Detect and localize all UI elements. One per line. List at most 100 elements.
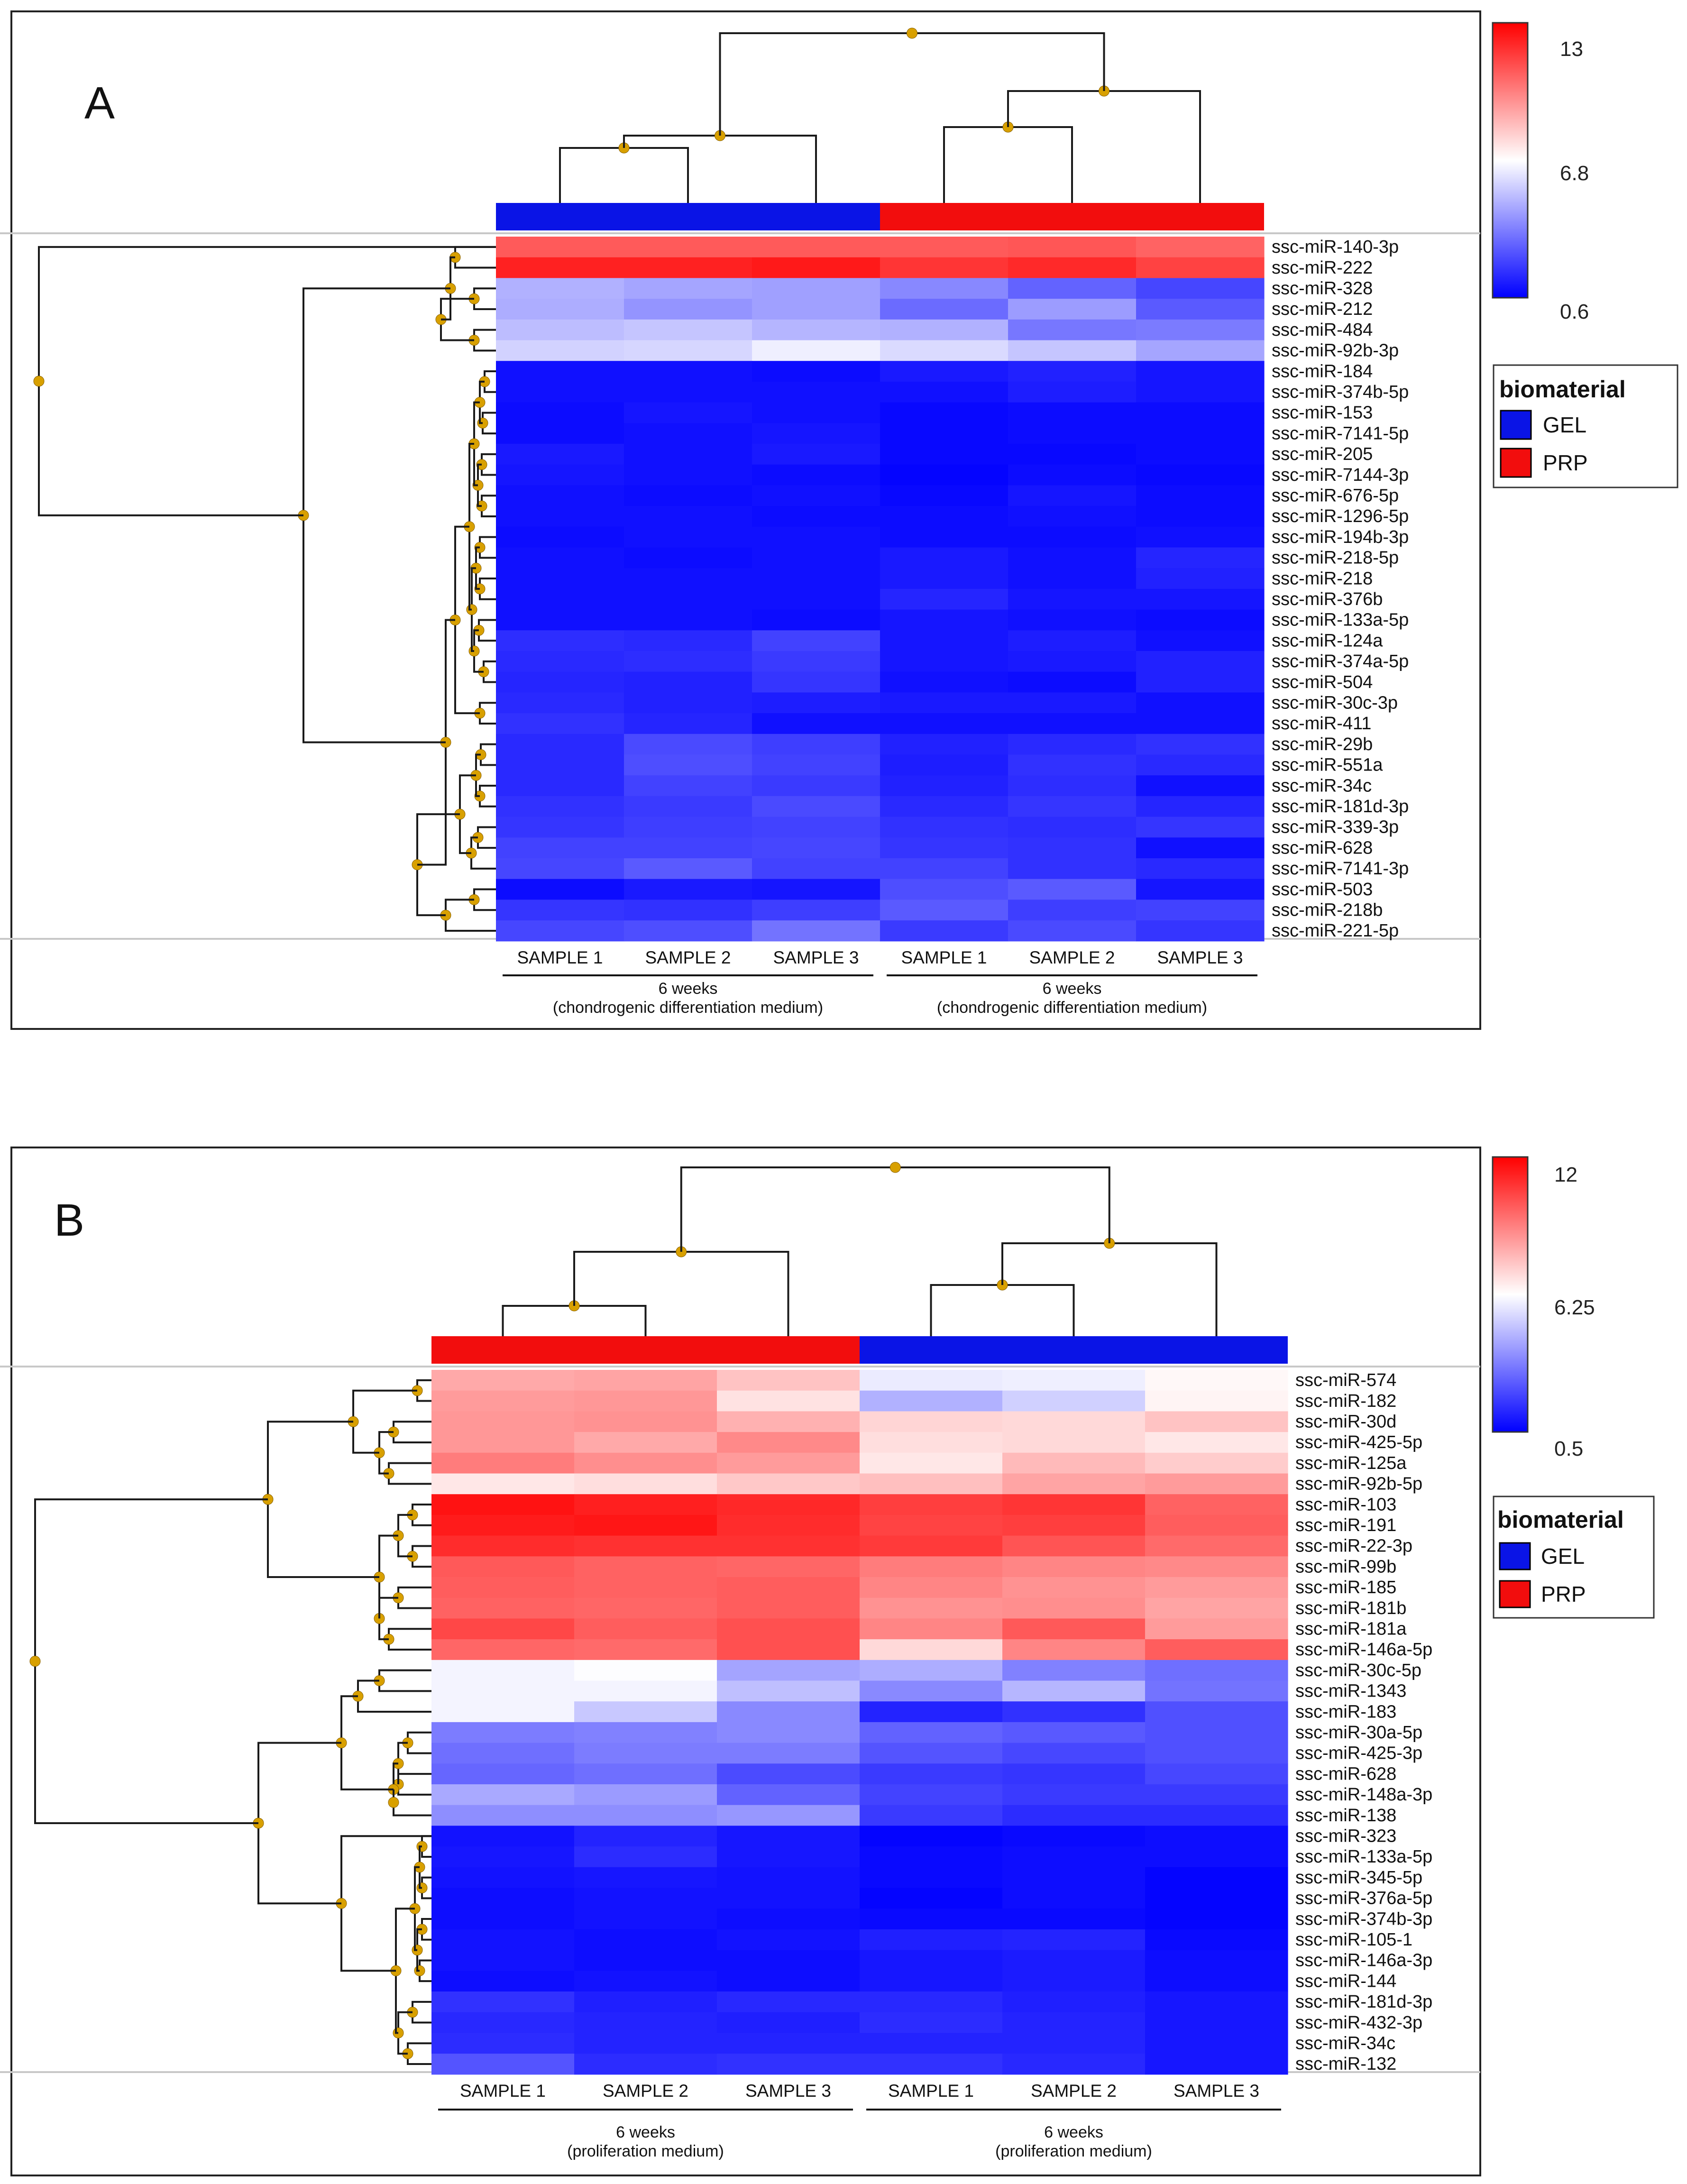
heatmap-cell bbox=[1145, 1826, 1288, 1847]
heatmap-cell bbox=[752, 361, 880, 382]
heatmap-cell bbox=[431, 1535, 575, 1557]
heatmap-cell bbox=[574, 1639, 717, 1661]
heatmap-cell bbox=[752, 588, 880, 610]
row-label: ssc-miR-218-5p bbox=[1272, 548, 1399, 568]
heatmap-cell bbox=[1145, 2012, 1288, 2033]
heatmap-cell bbox=[574, 1618, 717, 1640]
heatmap-cell bbox=[860, 2054, 1003, 2075]
heatmap-cell bbox=[624, 299, 752, 320]
heatmap-cell bbox=[1145, 1535, 1288, 1557]
heatmap-cell bbox=[574, 1411, 717, 1432]
column-label: SAMPLE 2 bbox=[1031, 2081, 1117, 2101]
heatmap-cell bbox=[496, 713, 624, 734]
heatmap-cell bbox=[860, 1452, 1003, 1474]
heatmap-cell bbox=[717, 1535, 860, 1557]
heatmap-cell bbox=[431, 1556, 575, 1578]
heatmap-cell bbox=[860, 1722, 1003, 1744]
heatmap-cell bbox=[431, 1991, 575, 2013]
panel-a-legend: biomaterial GEL PRP bbox=[1493, 364, 1678, 488]
heatmap-cell bbox=[624, 734, 752, 755]
row-dendrogram-branch bbox=[257, 1742, 341, 1905]
row-dendrogram-branch bbox=[38, 246, 496, 516]
heatmap-cell bbox=[1002, 2054, 1146, 2075]
heatmap-cell bbox=[1002, 1535, 1146, 1557]
heatmap-cell bbox=[717, 1846, 860, 1868]
heatmap-cell bbox=[880, 775, 1009, 797]
heatmap-cell bbox=[880, 609, 1009, 631]
row-label: ssc-miR-7141-5p bbox=[1272, 423, 1409, 443]
heatmap-cell bbox=[496, 754, 624, 776]
heatmap-cell bbox=[431, 1680, 575, 1702]
heatmap-cell bbox=[1008, 858, 1137, 880]
heatmap-cell bbox=[624, 278, 752, 299]
heatmap-cell bbox=[624, 547, 752, 569]
heatmap-cell bbox=[624, 920, 752, 942]
row-dendrogram-branch bbox=[388, 1462, 431, 1485]
heatmap-cell bbox=[880, 319, 1009, 341]
heatmap-cell bbox=[624, 257, 752, 278]
heatmap-cell bbox=[574, 1556, 717, 1578]
heatmap-cell bbox=[1136, 879, 1265, 900]
heatmap-cell bbox=[1145, 1805, 1288, 1826]
heatmap-cell bbox=[1008, 651, 1137, 672]
heatmap-cell bbox=[1136, 485, 1265, 506]
heatmap-cell bbox=[880, 464, 1009, 486]
heatmap-cell bbox=[574, 1826, 717, 1847]
heatmap-cell bbox=[752, 734, 880, 755]
heatmap-cell bbox=[574, 1701, 717, 1723]
row-label: ssc-miR-30c-5p bbox=[1295, 1661, 1421, 1680]
row-label: ssc-miR-221-5p bbox=[1272, 921, 1399, 941]
column-label: SAMPLE 2 bbox=[1029, 948, 1115, 967]
heatmap-cell bbox=[431, 1639, 575, 1661]
heatmap-cell bbox=[1008, 464, 1137, 486]
heatmap-cell bbox=[431, 1971, 575, 1992]
heatmap-cell bbox=[717, 1971, 860, 1992]
group-label-duration: 6 weeks bbox=[1044, 2123, 1103, 2141]
heatmap-cell bbox=[624, 464, 752, 486]
heatmap-cell bbox=[1002, 1909, 1146, 1930]
heatmap-cell bbox=[1002, 1950, 1146, 1971]
heatmap-cell bbox=[1008, 734, 1137, 755]
row-label: ssc-miR-183 bbox=[1295, 1702, 1396, 1722]
heatmap-cell bbox=[752, 278, 880, 299]
panel-b-row-labels: ssc-miR-574ssc-miR-182ssc-miR-30dssc-miR… bbox=[1295, 1370, 1432, 2074]
heatmap-cell bbox=[1136, 692, 1265, 714]
heatmap-cell bbox=[574, 1867, 717, 1889]
heatmap-cell bbox=[1145, 1660, 1288, 1681]
heatmap-cell bbox=[624, 381, 752, 403]
heatmap-cell bbox=[1136, 651, 1265, 672]
heatmap-cell bbox=[880, 526, 1009, 548]
column-label: SAMPLE 1 bbox=[901, 948, 987, 967]
panel-b-group-bar bbox=[431, 1336, 1288, 1364]
row-label: ssc-miR-1296-5p bbox=[1272, 506, 1409, 526]
heatmap-cell bbox=[431, 1888, 575, 1909]
heatmap-cell bbox=[496, 568, 624, 589]
legend-title: biomaterial bbox=[1499, 376, 1626, 403]
heatmap-cell bbox=[880, 402, 1009, 423]
panel-a-heatmap-cells bbox=[496, 237, 1265, 942]
heatmap-cell bbox=[496, 361, 624, 382]
heatmap-cell bbox=[431, 1846, 575, 1868]
heatmap-cell bbox=[624, 630, 752, 652]
panel-a-group-bar bbox=[496, 203, 1264, 230]
heatmap-cell bbox=[1008, 754, 1137, 776]
row-label: ssc-miR-148a-3p bbox=[1295, 1785, 1432, 1805]
heatmap-cell bbox=[1136, 257, 1265, 278]
heatmap-cell bbox=[752, 879, 880, 900]
heatmap-cell bbox=[431, 1618, 575, 1640]
heatmap-cell bbox=[860, 1618, 1003, 1640]
column-dendrogram-branch bbox=[680, 1166, 1110, 1252]
heatmap-cell bbox=[880, 588, 1009, 610]
heatmap-cell bbox=[574, 1660, 717, 1681]
heatmap-cell bbox=[1002, 1597, 1146, 1619]
row-label: ssc-miR-181d-3p bbox=[1272, 797, 1409, 817]
heatmap-cell bbox=[860, 1473, 1003, 1495]
heatmap-cell bbox=[752, 485, 880, 506]
heatmap-cell bbox=[624, 526, 752, 548]
row-label: ssc-miR-22-3p bbox=[1295, 1536, 1412, 1556]
heatmap-cell bbox=[1145, 1701, 1288, 1723]
heatmap-cell bbox=[624, 588, 752, 610]
row-label: ssc-miR-376a-5p bbox=[1295, 1889, 1432, 1909]
heatmap-cell bbox=[1136, 609, 1265, 631]
heatmap-cell bbox=[431, 1494, 575, 1515]
